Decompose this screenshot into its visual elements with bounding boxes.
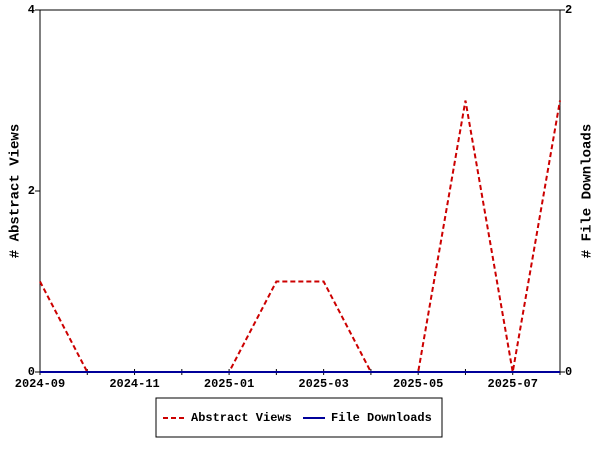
legend-label: Abstract Views <box>191 411 292 425</box>
legend-box <box>155 397 443 438</box>
x-tick-label: 2025-07 <box>488 377 538 391</box>
x-tick-label: 2025-01 <box>204 377 254 391</box>
y-axis-label: # Abstract Views <box>8 124 24 258</box>
x-tick-label: 2025-05 <box>393 377 443 391</box>
x-tick-label: 2025-03 <box>298 377 348 391</box>
legend-label: File Downloads <box>331 411 432 425</box>
x-tick-label: 2024-09 <box>15 377 65 391</box>
y2-axis-label: # File Downloads <box>580 124 596 258</box>
y2-tick-label: 2 <box>565 3 572 17</box>
y-tick-label: 4 <box>28 3 35 17</box>
y2-tick-label: 0 <box>565 365 572 379</box>
x-tick-label: 2024-11 <box>109 377 159 391</box>
y-tick-label: 0 <box>28 365 35 379</box>
y-tick-label: 2 <box>28 184 35 198</box>
series-line <box>39 100 561 373</box>
